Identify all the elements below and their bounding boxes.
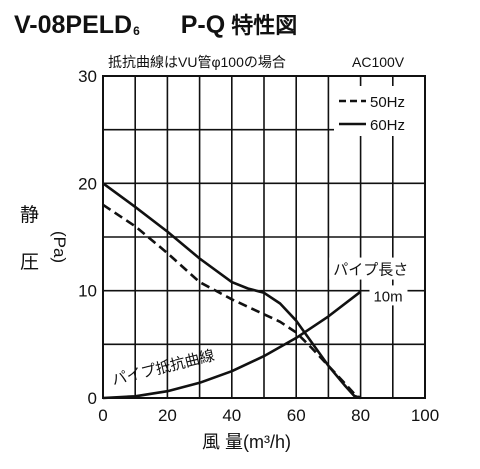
x-axis-label: 風 量(m³/h) — [202, 432, 291, 452]
model-suffix: 6 — [133, 24, 140, 38]
x-tick-label: 100 — [411, 406, 439, 425]
series-line-2 — [102, 182, 362, 400]
tick-labels: 0 20 40 60 80 100 0 10 20 30 — [78, 67, 439, 425]
plot-border — [102, 75, 426, 399]
chart-kind: 特性図 — [231, 14, 298, 39]
x-tick-label: 40 — [222, 406, 241, 425]
legend-label: 60Hz — [370, 117, 405, 134]
chart-code: P-Q — [180, 11, 226, 39]
chart-title: V-08PELD6 P-Q 特性図 — [14, 8, 297, 40]
annotation-pipe-length: パイプ長さ — [333, 262, 408, 279]
x-tick-label: 20 — [158, 406, 177, 425]
legend-label: 50Hz — [370, 94, 405, 111]
y-axis-label-main-1: 静 — [20, 204, 39, 226]
y-tick-label: 10 — [78, 282, 97, 301]
series-line-3 — [102, 290, 362, 400]
curves — [102, 182, 362, 400]
x-tick-label: 60 — [287, 406, 306, 425]
legend-box — [334, 86, 424, 136]
y-axis-unit: (Pa) — [50, 231, 69, 263]
annotation-bg — [369, 285, 408, 306]
chart-subtitle: 抵抗曲線はVU管φ100の場合 — [108, 54, 286, 70]
legend: 50Hz 60Hz — [334, 86, 424, 136]
annotation-bg — [329, 257, 412, 280]
subtitle-bg — [350, 53, 407, 71]
y-axis-label-main-2: 圧 — [20, 252, 39, 273]
annotation-pipe-length-value: 10m — [373, 288, 402, 305]
y-tick-label: 0 — [88, 389, 97, 408]
voltage-label: AC100V — [352, 54, 405, 70]
y-tick-label: 20 — [78, 174, 97, 193]
plot-frame — [102, 75, 426, 399]
y-tick-label: 30 — [78, 67, 97, 86]
subtitle-bg — [106, 53, 288, 71]
model-name: V-08PELD — [14, 11, 133, 39]
x-tick-label: 80 — [351, 406, 370, 425]
x-tick-label: 0 — [98, 406, 107, 425]
